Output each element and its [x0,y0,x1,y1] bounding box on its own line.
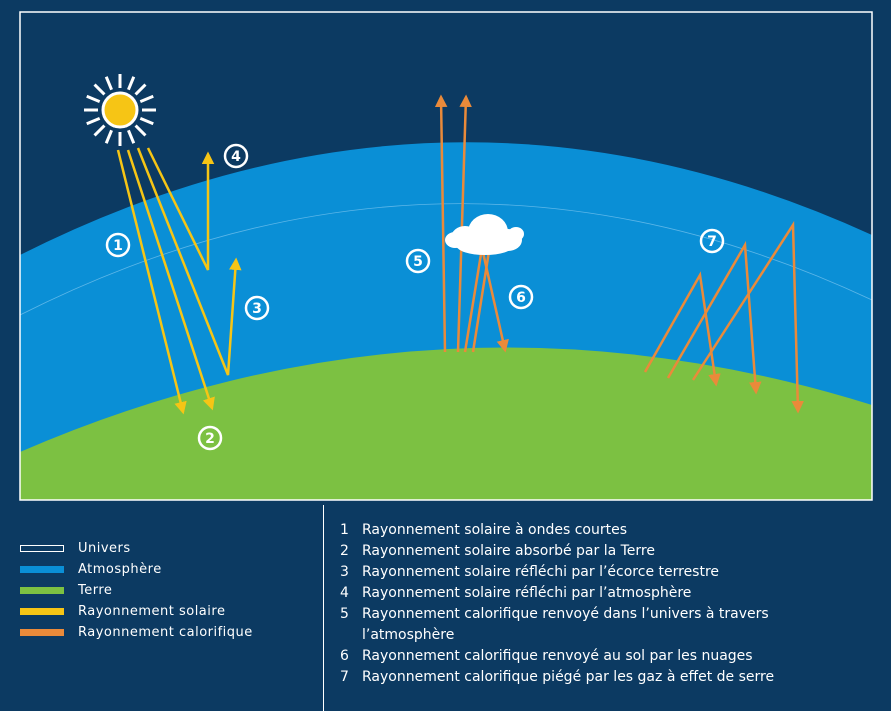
list-item: 4 Rayonnement solaire réfléchi par l’atmo… [340,583,774,604]
panel-border [19,11,873,501]
marker: 4 [223,143,249,169]
legend-item: Rayonnement solaire [20,601,253,622]
item-number: 7 [340,669,349,685]
marker-label: 5 [413,254,423,270]
list-item: 7 Rayonnement calorifique piégé par les g… [340,667,774,688]
sun [84,74,156,146]
item-text: l’atmosphère [362,627,455,643]
marker-circle [699,228,725,254]
sun-ray [86,117,101,126]
sun-disc [101,91,139,129]
sun-ray [139,117,154,126]
sun-ray [127,129,136,144]
legend-label: Terre [78,583,113,598]
marker: 5 [405,248,431,274]
cloud [445,214,524,255]
item-text: Rayonnement calorifique renvoyé dans l’u… [362,606,769,622]
item-number: 4 [340,585,349,601]
legend-item: Rayonnement calorifique [20,622,253,643]
sun-ray [127,76,136,91]
marker-circle [405,248,431,274]
legend-item: Atmosphère [20,559,253,580]
atmosphere-line [20,203,872,316]
marker: 2 [197,425,223,451]
item-text: Rayonnement solaire réfléchi par l’atmos… [362,585,692,601]
marker-label: 3 [252,301,262,317]
list-item: 5 Rayonnement calorifique renvoyé dans l’… [340,604,774,625]
legend-item: Terre [20,580,253,601]
list-item: 2 Rayonnement solaire absorbé par la Terr… [340,541,774,562]
item-text: Rayonnement calorifique renvoyé au sol p… [362,648,753,664]
sun-ray [134,124,147,137]
diagram: 1 2 3 4 5 6 7 [19,11,873,501]
marker-label: 1 [113,238,123,254]
legend-swatch [20,629,64,636]
sun-ray [86,94,101,103]
numbered-list: 1 Rayonnement solaire à ondes courtes 2 Ray… [340,520,774,688]
item-number: 1 [340,522,349,538]
item-number: 2 [340,543,349,559]
item-text: Rayonnement calorifique piégé par les ga… [362,669,775,685]
marker-circle [105,232,131,258]
sun-ray [104,76,113,91]
item-number: 6 [340,648,349,664]
sun-ray [93,83,106,96]
item-text: Rayonnement solaire à ondes courtes [362,522,628,538]
legend-swatch [20,545,64,552]
legend-swatch [20,566,64,573]
legend-swatch [20,587,64,594]
marker: 3 [244,295,270,321]
sun-ray [134,83,147,96]
heat-rays [434,94,804,414]
solar-rays [116,147,242,415]
list-item: 6 Rayonnement calorifique renvoyé au sol … [340,646,774,667]
item-number: 5 [340,606,349,622]
list-item: l’atmosphère [340,625,774,646]
marker-circle [508,284,534,310]
item-number: 3 [340,564,349,580]
item-indent [340,625,362,646]
marker-circle [197,425,223,451]
sun-ray [139,94,154,103]
legend-swatch [20,608,64,615]
marker-label: 4 [231,149,241,165]
marker: 7 [699,228,725,254]
marker-label: 2 [205,431,215,447]
marker-label: 7 [707,234,717,250]
legend-label: Univers [78,541,131,556]
legend-item: Univers [20,538,253,559]
sun-ray [104,129,113,144]
legend-label: Atmosphère [78,562,162,577]
legend-label: Rayonnement calorifique [78,625,253,640]
legend: Univers Atmosphère Terre Rayonnement solair… [20,538,253,643]
sun-ray [93,124,106,137]
item-text: Rayonnement solaire absorbé par la Terre [362,543,655,559]
marker-label: 6 [516,290,526,306]
marker: 6 [508,284,534,310]
item-text: Rayonnement solaire réfléchi par l’écorc… [362,564,720,580]
marker: 1 [105,232,131,258]
marker-circle [223,143,249,169]
list-item: 3 Rayonnement solaire réfléchi par l’écor… [340,562,774,583]
earth [20,347,872,500]
list-item: 1 Rayonnement solaire à ondes courtes [340,520,774,541]
marker-circle [244,295,270,321]
legend-label: Rayonnement solaire [78,604,226,619]
separator [323,505,324,711]
